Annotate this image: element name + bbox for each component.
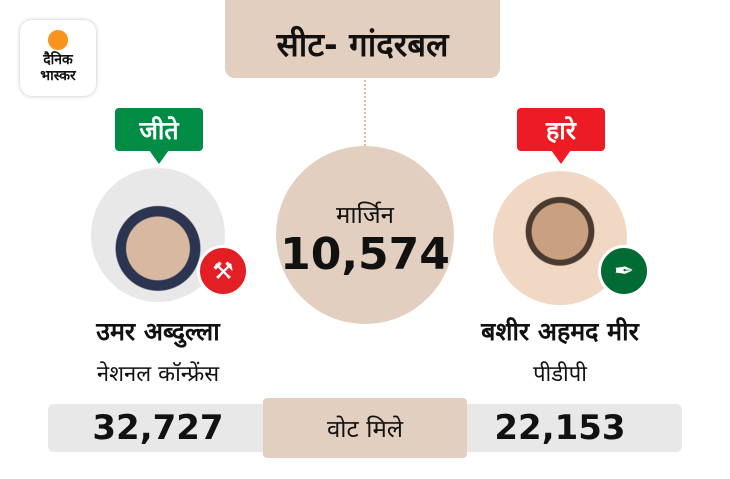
winner-party: नेशनल कॉन्फ्रेंस [96,362,220,387]
margin-value: 10,574 [280,229,450,280]
winner-badge: जीते [115,108,203,164]
winner-name: उमर अब्दुल्ला [96,317,220,346]
dainik-bhaskar-logo: दैनिक भास्कर [20,20,96,96]
inkpot-pen-party-icon: ✒ [598,245,650,297]
seat-title: सीट- गांदरबल [225,0,500,78]
loser-badge: हारे [517,108,605,164]
sun-icon [48,30,68,50]
margin-circle: मार्जिन 10,574 [276,146,454,324]
votes-label: वोट मिले [263,398,467,458]
plough-party-icon: ⚒ [197,245,249,297]
divider [364,80,366,150]
margin-label: मार्जिन [336,201,394,229]
winner-votes: 32,727 [92,408,224,448]
logo-line2: भास्कर [40,68,76,84]
loser-votes: 22,153 [494,408,626,448]
loser-party: पीडीपी [533,362,587,387]
logo-line1: दैनिक [43,52,73,68]
loser-name: बशीर अहमद मीर [481,317,639,346]
